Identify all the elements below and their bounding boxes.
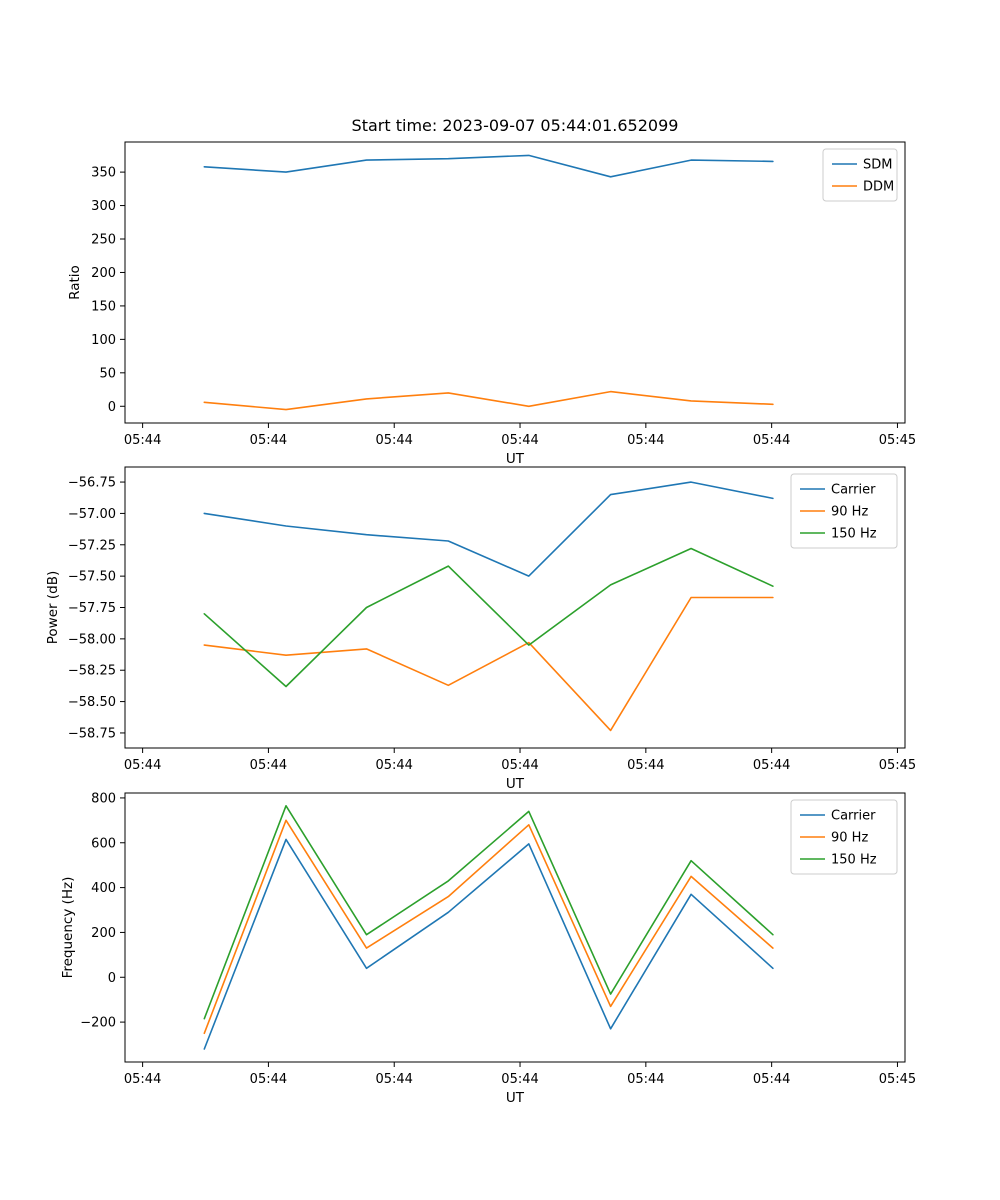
series-line-sdm [203, 154, 774, 178]
x-tick-label: 05:44 [124, 1072, 161, 1087]
legend-box [822, 148, 898, 202]
y-tick-label: 600 [91, 836, 116, 851]
series-line-carrier [203, 838, 774, 1050]
y-tick-label: −57.50 [68, 570, 116, 585]
x-tick-label: 05:44 [375, 1072, 412, 1087]
axes-border [124, 792, 906, 1063]
legend-box [790, 473, 898, 549]
y-tick-label: 400 [91, 881, 116, 896]
x-tick-label: 05:44 [501, 1072, 538, 1087]
axes-border [124, 141, 906, 424]
subplot-frequency: 05:44 05:44 05:44 05:44 05:44 05:44 05:45 −200 0… [60, 791, 916, 1106]
legend-label-90-hz: 90 Hz [831, 505, 868, 520]
x-tick-label: 05:44 [753, 758, 790, 773]
y-tick-label: 50 [99, 366, 116, 381]
x-tick-label: 05:44 [250, 1072, 287, 1087]
x-axis-label: UT [506, 776, 525, 792]
y-tick-label: −58.00 [68, 632, 116, 647]
legend: Carrier 90 Hz 150 Hz [790, 473, 898, 549]
y-axis-label: Power (dB) [45, 571, 61, 644]
x-tick-label: 05:44 [627, 758, 664, 773]
y-tick-label: 800 [91, 791, 116, 806]
legend-label-150-hz: 150 Hz [831, 527, 877, 542]
y-tick-label: −58.25 [68, 664, 116, 679]
y-tick-label: −57.25 [68, 538, 116, 553]
legend: SDM DDM [822, 148, 898, 202]
legend-label-ddm: DDM [863, 180, 894, 195]
x-tick-label: 05:44 [124, 433, 161, 448]
series-line-150-hz [203, 547, 774, 688]
x-tick-label: 05:44 [627, 433, 664, 448]
x-tick-label: 05:44 [627, 1072, 664, 1087]
axes-border [124, 466, 906, 749]
x-tick-label: 05:44 [753, 1072, 790, 1087]
x-tick-label: 05:45 [879, 1072, 916, 1087]
series-line-90-hz [203, 819, 774, 1035]
x-tick-label: 05:44 [250, 758, 287, 773]
x-tick-label: 05:44 [501, 758, 538, 773]
legend-label-carrier: Carrier [831, 809, 876, 824]
y-axis-label: Frequency (Hz) [60, 877, 76, 979]
y-tick-label: 250 [91, 233, 116, 248]
y-tick-label: −58.50 [68, 695, 116, 710]
subplot-power: 05:44 05:44 05:44 05:44 05:44 05:44 05:45 −58.7… [45, 466, 916, 792]
y-tick-label: 200 [91, 266, 116, 281]
y-tick-label: −56.75 [68, 476, 116, 491]
y-tick-label: −57.00 [68, 507, 116, 522]
x-axis-label: UT [506, 451, 525, 467]
x-tick-label: 05:44 [501, 433, 538, 448]
y-tick-label: −57.75 [68, 601, 116, 616]
x-tick-label: 05:45 [879, 758, 916, 773]
figure-title: Start time: 2023-09-07 05:44:01.652099 [351, 116, 679, 135]
x-tick-label: 05:45 [879, 433, 916, 448]
y-tick-label: 150 [91, 299, 116, 314]
series-line-90-hz [203, 596, 774, 732]
series-line-ddm [203, 390, 774, 411]
legend-label-sdm: SDM [863, 158, 892, 173]
legend: Carrier 90 Hz 150 Hz [790, 799, 898, 875]
y-tick-label: 300 [91, 199, 116, 214]
y-tick-label: 0 [108, 971, 116, 986]
y-tick-label: 100 [91, 333, 116, 348]
legend-label-carrier: Carrier [831, 483, 876, 498]
subplot-ratio: 05:44 05:44 05:44 05:44 05:44 05:44 05:45 0 50 10… [67, 141, 916, 467]
series-line-150-hz [203, 804, 774, 1020]
y-tick-label: −200 [80, 1016, 116, 1031]
legend-label-150-hz: 150 Hz [831, 853, 877, 868]
y-tick-label: 350 [91, 166, 116, 181]
y-tick-label: −58.75 [68, 726, 116, 741]
series-line-carrier [203, 481, 774, 577]
x-tick-label: 05:44 [124, 758, 161, 773]
x-tick-label: 05:44 [753, 433, 790, 448]
x-axis-label: UT [506, 1090, 525, 1106]
x-tick-label: 05:44 [250, 433, 287, 448]
y-tick-label: 0 [108, 400, 116, 415]
legend-box [790, 799, 898, 875]
y-tick-label: 200 [91, 926, 116, 941]
x-tick-label: 05:44 [375, 433, 412, 448]
y-axis-label: Ratio [67, 265, 83, 300]
x-tick-label: 05:44 [375, 758, 412, 773]
legend-label-90-hz: 90 Hz [831, 831, 868, 846]
